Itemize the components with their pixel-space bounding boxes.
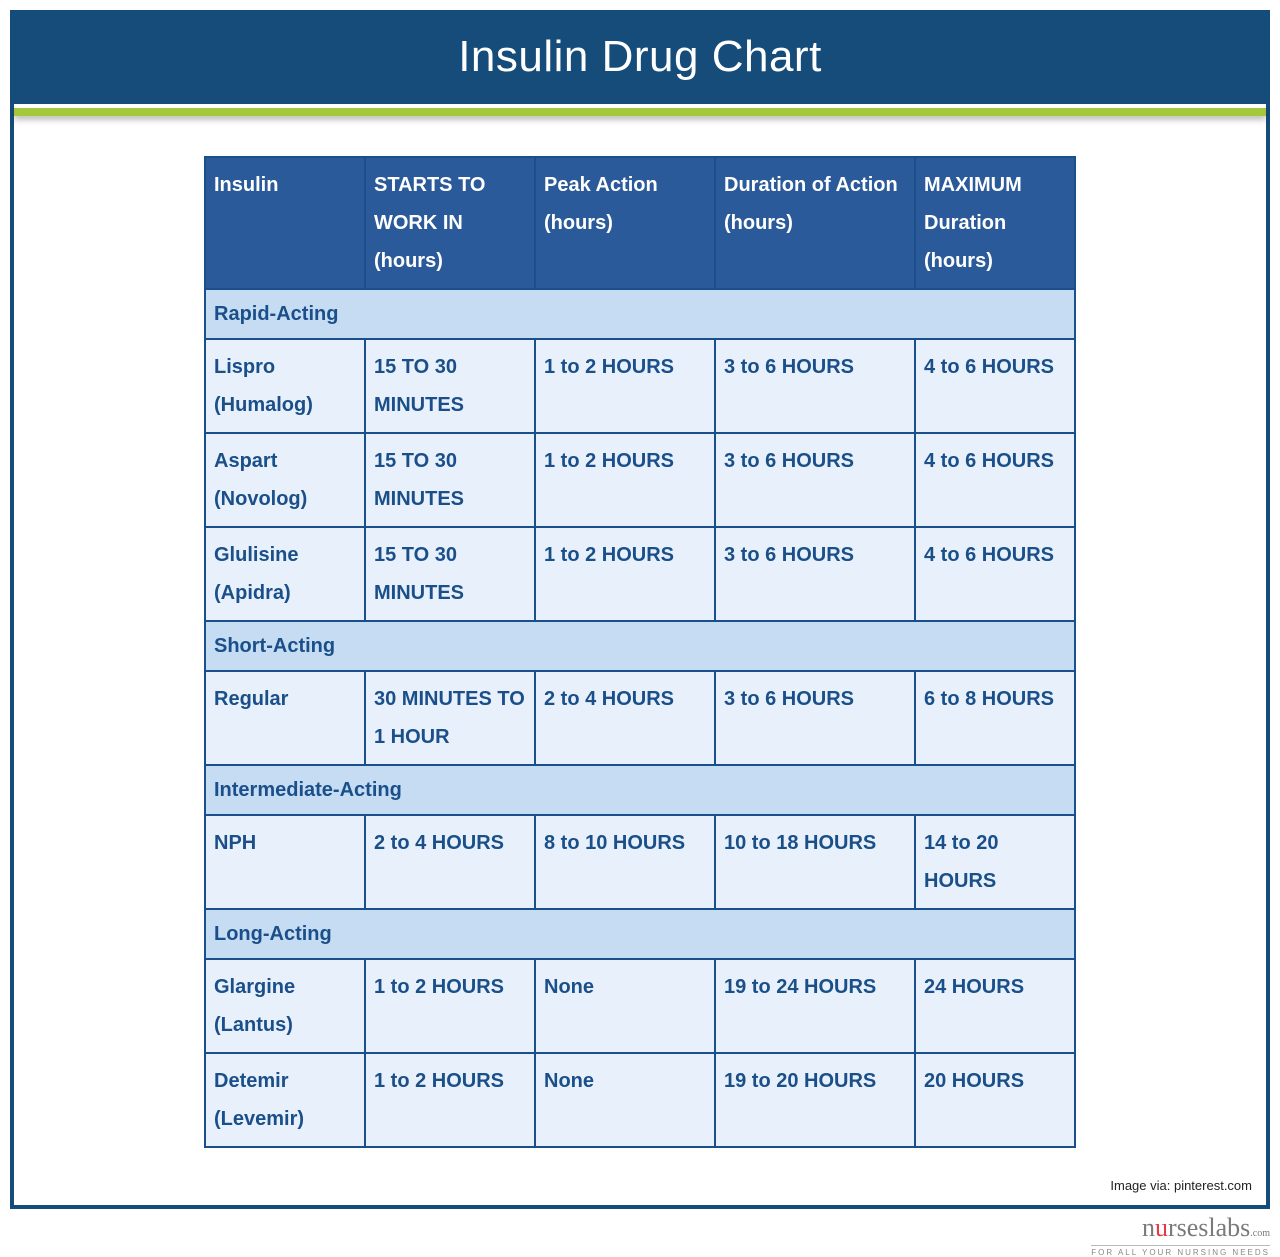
category-row: Rapid-Acting (205, 289, 1075, 339)
category-label: Rapid-Acting (205, 289, 1075, 339)
category-label: Long-Acting (205, 909, 1075, 959)
cell-starts: 1 to 2 HOURS (365, 1053, 535, 1147)
logo-post: rseslabs (1168, 1213, 1250, 1242)
insulin-table: Insulin STARTS TO WORK IN (hours) Peak A… (204, 156, 1076, 1148)
brand-logo: nurseslabs.com FOR ALL YOUR NURSING NEED… (1091, 1213, 1270, 1257)
cell-duration: 3 to 6 HOURS (715, 433, 915, 527)
logo-tagline: FOR ALL YOUR NURSING NEEDS (1091, 1245, 1270, 1257)
cell-max: 4 to 6 HOURS (915, 339, 1075, 433)
cell-max: 6 to 8 HOURS (915, 671, 1075, 765)
cell-max: 4 to 6 HOURS (915, 433, 1075, 527)
logo-text: nurseslabs.com (1091, 1213, 1270, 1243)
table-row: Lispro (Humalog) 15 TO 30 MINUTES 1 to 2… (205, 339, 1075, 433)
cell-starts: 1 to 2 HOURS (365, 959, 535, 1053)
cell-insulin: Glulisine (Apidra) (205, 527, 365, 621)
category-label: Intermediate-Acting (205, 765, 1075, 815)
cell-duration: 19 to 24 HOURS (715, 959, 915, 1053)
cell-insulin: Detemir (Levemir) (205, 1053, 365, 1147)
cell-duration: 3 to 6 HOURS (715, 527, 915, 621)
cell-starts: 15 TO 30 MINUTES (365, 339, 535, 433)
cell-starts: 15 TO 30 MINUTES (365, 433, 535, 527)
logo-accent-letter: u (1155, 1213, 1168, 1242)
table-row: Regular 30 MINUTES TO 1 HOUR 2 to 4 HOUR… (205, 671, 1075, 765)
table-row: Glargine (Lantus) 1 to 2 HOURS None 19 t… (205, 959, 1075, 1053)
cell-max: 20 HOURS (915, 1053, 1075, 1147)
cell-duration: 3 to 6 HOURS (715, 671, 915, 765)
cell-duration: 19 to 20 HOURS (715, 1053, 915, 1147)
cell-peak: 1 to 2 HOURS (535, 527, 715, 621)
footer: Image via: pinterest.com (14, 1178, 1266, 1205)
col-header-insulin: Insulin (205, 157, 365, 289)
content-area: Insulin STARTS TO WORK IN (hours) Peak A… (14, 116, 1266, 1178)
accent-divider (14, 108, 1266, 116)
cell-peak: 8 to 10 HOURS (535, 815, 715, 909)
logo-dotcom: .com (1250, 1228, 1270, 1239)
table-header-row: Insulin STARTS TO WORK IN (hours) Peak A… (205, 157, 1075, 289)
col-header-max: MAXIMUM Duration (hours) (915, 157, 1075, 289)
cell-duration: 3 to 6 HOURS (715, 339, 915, 433)
cell-insulin: Glargine (Lantus) (205, 959, 365, 1053)
category-label: Short-Acting (205, 621, 1075, 671)
col-header-starts: STARTS TO WORK IN (hours) (365, 157, 535, 289)
cell-insulin: Aspart (Novolog) (205, 433, 365, 527)
table-row: Detemir (Levemir) 1 to 2 HOURS None 19 t… (205, 1053, 1075, 1147)
chart-frame: Insulin Drug Chart Insulin STARTS TO WOR… (10, 10, 1270, 1209)
category-row: Intermediate-Acting (205, 765, 1075, 815)
cell-starts: 15 TO 30 MINUTES (365, 527, 535, 621)
cell-insulin: Lispro (Humalog) (205, 339, 365, 433)
col-header-peak: Peak Action (hours) (535, 157, 715, 289)
table-row: Glulisine (Apidra) 15 TO 30 MINUTES 1 to… (205, 527, 1075, 621)
image-credit: Image via: pinterest.com (1110, 1178, 1252, 1197)
category-row: Long-Acting (205, 909, 1075, 959)
cell-peak: 2 to 4 HOURS (535, 671, 715, 765)
cell-peak: None (535, 959, 715, 1053)
page-title: Insulin Drug Chart (14, 14, 1266, 104)
table-row: Aspart (Novolog) 15 TO 30 MINUTES 1 to 2… (205, 433, 1075, 527)
category-row: Short-Acting (205, 621, 1075, 671)
cell-max: 24 HOURS (915, 959, 1075, 1053)
cell-peak: 1 to 2 HOURS (535, 433, 715, 527)
cell-peak: 1 to 2 HOURS (535, 339, 715, 433)
cell-insulin: NPH (205, 815, 365, 909)
col-header-duration: Duration of Action (hours) (715, 157, 915, 289)
cell-max: 14 to 20 HOURS (915, 815, 1075, 909)
logo-pre: n (1142, 1213, 1155, 1242)
cell-insulin: Regular (205, 671, 365, 765)
cell-peak: None (535, 1053, 715, 1147)
cell-max: 4 to 6 HOURS (915, 527, 1075, 621)
cell-duration: 10 to 18 HOURS (715, 815, 915, 909)
table-row: NPH 2 to 4 HOURS 8 to 10 HOURS 10 to 18 … (205, 815, 1075, 909)
cell-starts: 30 MINUTES TO 1 HOUR (365, 671, 535, 765)
cell-starts: 2 to 4 HOURS (365, 815, 535, 909)
